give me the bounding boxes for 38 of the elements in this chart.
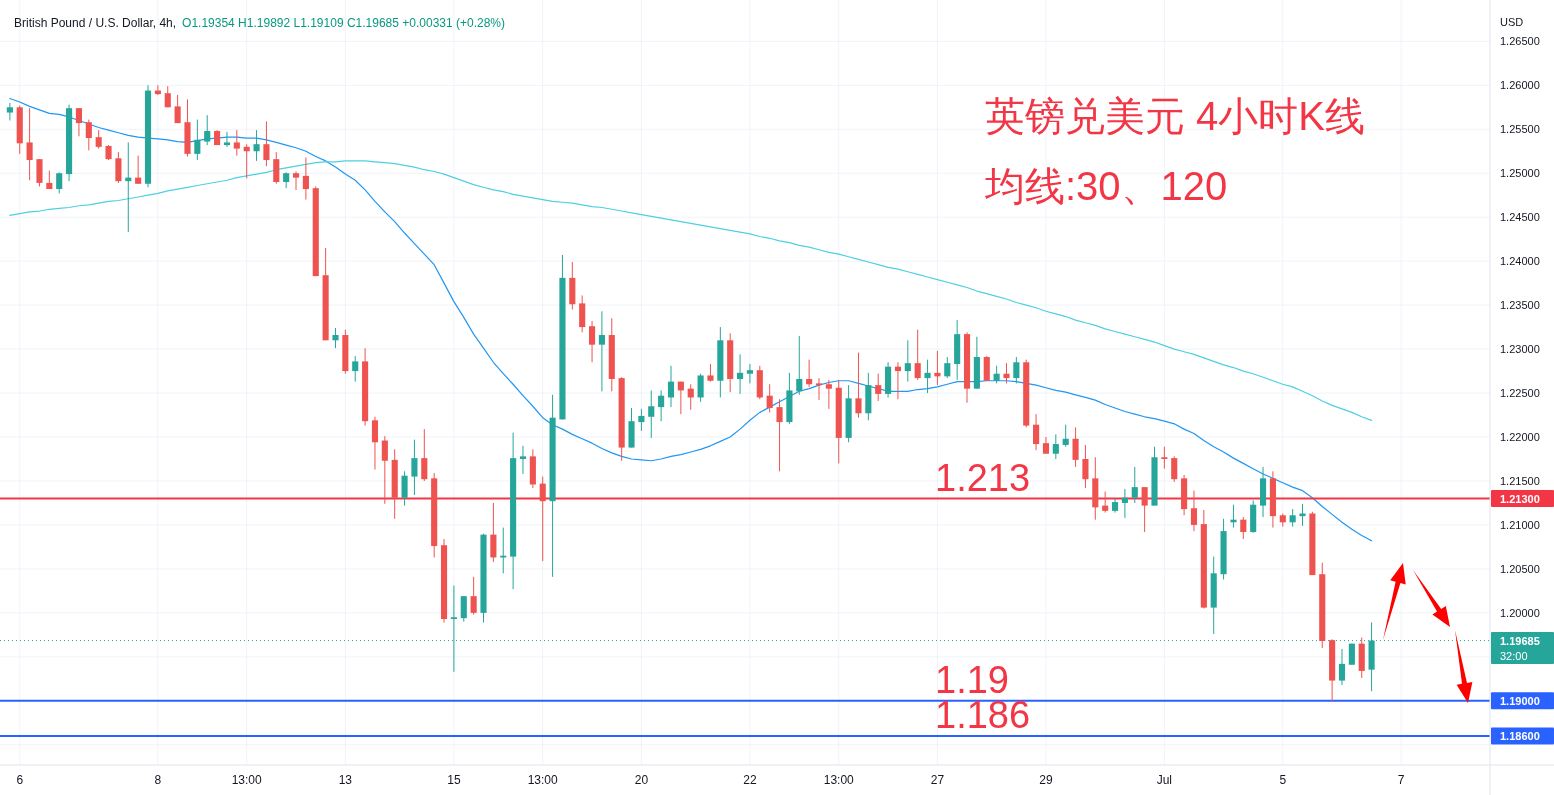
y-tick-label: 1.23500 (1500, 299, 1540, 312)
y-tick-label: 1.21500 (1500, 474, 1540, 487)
ref-line-label: 1.19000 (1500, 694, 1540, 707)
y-tick-label: 1.26000 (1500, 79, 1540, 92)
subtitle: 均线:30、120 (985, 164, 1228, 208)
y-tick-label: 1.24000 (1500, 255, 1540, 268)
y-tick-label: 1.20500 (1500, 562, 1540, 575)
annotation: O1.19354 H1.19892 L1.19109 C1.19685 +0.00331 (+0.28%) (182, 16, 506, 30)
y-tick-label: 1.24500 (1500, 211, 1540, 224)
y-tick-label: 1.25500 (1500, 123, 1540, 136)
x-tick-label: 13 (338, 773, 353, 787)
x-tick-label: 6 (16, 773, 24, 787)
x-tick-label: 27 (930, 773, 945, 787)
ref-line-label: 1.21300 (1500, 492, 1540, 505)
y-tick-label: 1.25000 (1500, 167, 1540, 180)
x-tick-label: 20 (634, 773, 649, 787)
x-tick-label: Jul (1156, 773, 1173, 787)
x-tick-label: 29 (1039, 773, 1053, 787)
title: 英镑兑美元 4小时K线 (985, 94, 1366, 138)
y-tick-label: 1.23000 (1500, 343, 1540, 356)
y-tick-label: 1.26500 (1500, 35, 1540, 48)
x-tick-label: 22 (743, 773, 757, 787)
annotation: British Pound / U.S. Dollar, 4h, (14, 16, 177, 30)
x-tick-label: 13:00 (823, 773, 855, 787)
y-tick-label: 1.22500 (1500, 387, 1540, 400)
ylabel: USD (1500, 16, 1524, 28)
y-tick-label: 1.22000 (1500, 431, 1540, 444)
ref-line-label: 1.19685 (1500, 634, 1540, 647)
y-tick-label: 1.21000 (1500, 518, 1540, 531)
x-tick-label: 15 (447, 773, 461, 787)
x-tick-label: 7 (1397, 773, 1405, 787)
x-tick-label: 13:00 (527, 773, 559, 787)
x-tick-label: 8 (154, 773, 162, 787)
ref-line-label: 1.18600 (1500, 729, 1540, 742)
y-tick-label: 1.20000 (1500, 606, 1540, 619)
x-tick-label: 5 (1279, 773, 1287, 787)
text: 32:00 (1500, 649, 1528, 662)
x-tick-label: 13:00 (231, 773, 263, 787)
